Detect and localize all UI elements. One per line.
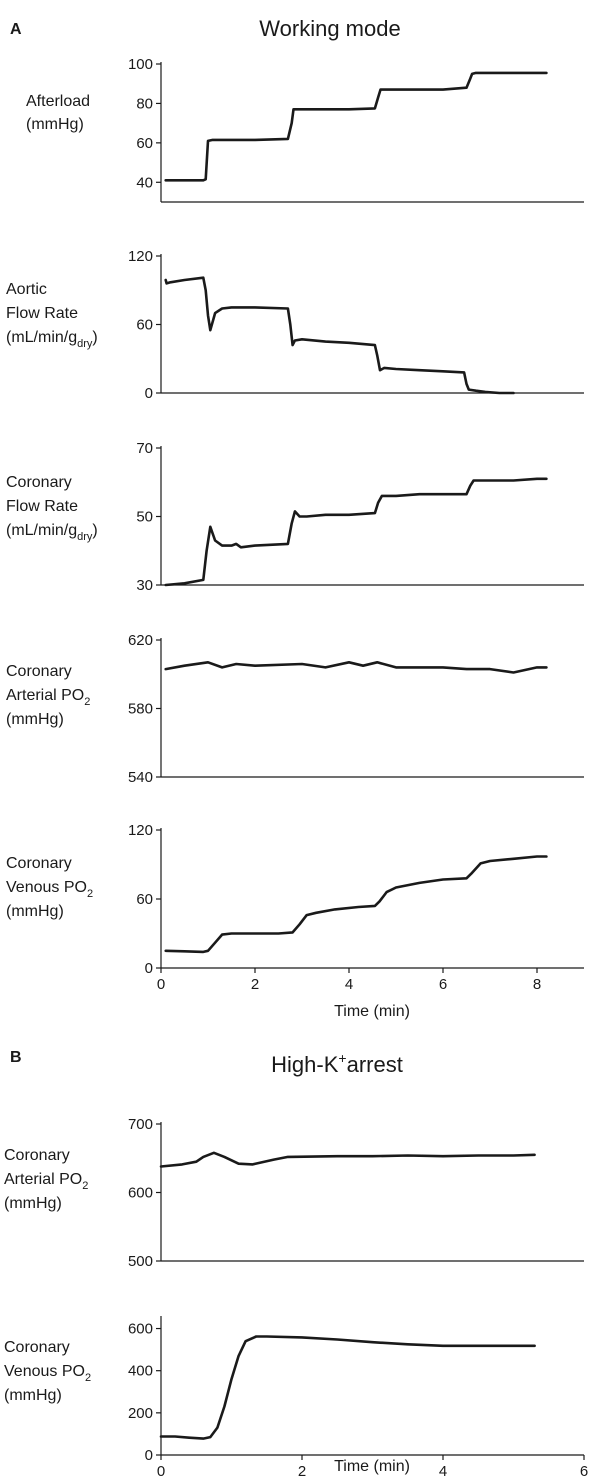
y-tick-label: 100 [128,56,153,73]
subplot-b-2: 0 200 400 600 0 2 4 6 Time (min) Coronary Venous P… [4,1316,588,1476]
y-axis-label-line: Venous PO2 [6,879,93,900]
y-tick-label: 0 [145,385,153,402]
panel-a-title: Working mode [259,16,400,41]
x-axis-label: Time (min) [334,1458,410,1475]
y-tick-label: 60 [136,317,153,334]
y-tick-label: 50 [136,509,153,526]
series-line [159,1151,536,1168]
y-axis-label-line: (mmHg) [6,711,64,728]
y-axis-label-line: Arterial PO2 [4,1171,88,1192]
y-tick-label: 80 [136,95,153,112]
panel-a-label: A [10,21,22,38]
y-tick-label: 70 [136,440,153,457]
y-tick-label: 540 [128,769,153,786]
y-tick-label: 60 [136,891,153,908]
y-tick-label: 580 [128,701,153,718]
y-axis-label-line: Aortic [6,281,47,298]
panel-b-title: High-K+arrest [271,1050,403,1077]
panel-b-label: B [10,1049,22,1066]
x-tick-label: 2 [251,976,259,993]
subplot-a-5: 0 60 120 0 2 4 6 8 Time (min) Coronary Venous PO2 (… [6,822,584,1020]
y-tick-label: 600 [128,1185,153,1202]
y-tick-label: 620 [128,632,153,649]
series-line [164,276,515,395]
series-line [164,71,548,182]
y-tick-label: 700 [128,1116,153,1133]
subplot-b-1: 500 600 700 Coronary Arterial PO2 (mmHg) [4,1116,584,1270]
y-tick-label: 120 [128,248,153,265]
y-axis-label-line: (mmHg) [4,1387,62,1404]
y-tick-label: 120 [128,822,153,839]
y-tick-label: 40 [136,174,153,191]
subplot-a-2: 0 60 120 Aortic Flow Rate (mL/min/gdry) [6,248,584,402]
y-tick-label: 400 [128,1363,153,1380]
series-line [164,477,548,587]
y-axis-label-line: (mmHg) [6,903,64,920]
series-line [164,855,548,954]
y-axis-label-line: (mL/min/gdry) [6,329,98,350]
x-tick-label: 8 [533,976,541,993]
y-tick-label: 500 [128,1253,153,1270]
y-axis-label-line: Coronary [6,855,72,872]
y-axis-label-line: Flow Rate [6,305,78,322]
x-tick-label: 4 [439,1463,447,1476]
y-axis-label-line: Arterial PO2 [6,687,90,708]
y-tick-label: 200 [128,1405,153,1422]
x-tick-label: 6 [580,1463,588,1476]
y-axis-label-line: (mmHg) [26,116,84,133]
x-tick-label: 2 [298,1463,306,1476]
subplot-a-1: 40 60 80 100 Afterload (mmHg) [26,56,584,203]
x-tick-label: 0 [157,1463,165,1476]
y-tick-label: 600 [128,1321,153,1338]
y-tick-label: 0 [145,1447,153,1464]
y-axis-label-line: (mL/min/gdry) [6,522,98,543]
plots: 406080100Afterload(mmHg)060120AorticFlow… [4,56,588,1476]
y-axis-label-line: Flow Rate [6,498,78,515]
y-axis-label-line: Venous PO2 [4,1363,91,1384]
y-axis-label-line: Coronary [4,1339,70,1356]
y-tick-label: 0 [145,960,153,977]
y-axis-label-line: Coronary [6,663,72,680]
x-tick-label: 4 [345,976,353,993]
y-axis-label-line: (mmHg) [4,1195,62,1212]
subplot-a-3: 30 50 70 Coronary Flow Rate (mL/min/gdry) [6,440,584,594]
x-tick-label: 0 [157,976,165,993]
y-axis-label-line: Afterload [26,93,90,110]
series-line [159,1335,536,1440]
series-line [164,661,548,674]
y-tick-label: 30 [136,577,153,594]
x-axis-label: Time (min) [334,1003,410,1020]
y-axis-label-line: Coronary [4,1147,70,1164]
subplot-a-4: 540 580 620 Coronary Arterial PO2 (mmHg) [6,632,584,786]
y-axis-label-line: Coronary [6,474,72,491]
x-tick-label: 6 [439,976,447,993]
y-tick-label: 60 [136,135,153,152]
